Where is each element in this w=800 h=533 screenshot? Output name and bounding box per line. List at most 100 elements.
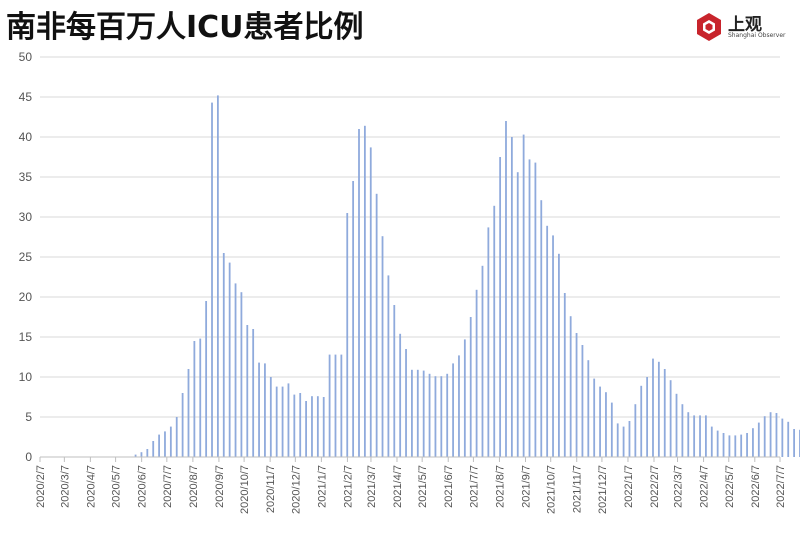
bar	[287, 383, 290, 457]
bar	[599, 386, 601, 457]
bar	[505, 121, 507, 457]
bar	[264, 363, 266, 457]
bar	[181, 393, 184, 457]
bar	[228, 262, 231, 457]
bar	[334, 354, 337, 457]
bar	[346, 213, 349, 457]
bar	[646, 377, 649, 457]
bar	[393, 305, 396, 457]
bar	[622, 426, 625, 457]
x-tick-label: 2022/1/7	[623, 465, 635, 508]
bar	[481, 265, 484, 457]
bar	[164, 431, 166, 457]
y-tick-label: 45	[19, 90, 33, 104]
bar	[593, 378, 596, 457]
bar	[381, 236, 384, 457]
bar	[546, 225, 549, 457]
bar	[322, 397, 325, 457]
bar	[540, 200, 543, 457]
y-tick-label: 15	[19, 330, 33, 344]
bar	[240, 292, 243, 457]
bar	[428, 373, 431, 457]
bar	[475, 289, 478, 457]
bar	[234, 283, 237, 457]
bar	[369, 147, 372, 457]
bar	[422, 370, 425, 457]
bar	[640, 385, 643, 457]
x-tick-label: 2022/3/7	[673, 465, 685, 508]
bar	[405, 349, 407, 457]
logo-subtitle: Shanghai Observer	[728, 32, 786, 39]
bar	[699, 415, 701, 457]
bar	[434, 376, 437, 457]
bar	[493, 205, 496, 457]
bar	[605, 392, 607, 457]
bar	[152, 441, 155, 457]
bar	[663, 369, 666, 457]
bar	[681, 404, 684, 457]
bar	[316, 396, 319, 457]
bar	[534, 162, 537, 457]
bar	[728, 435, 731, 457]
x-tick-label: 2021/6/7	[443, 465, 455, 508]
bar	[340, 354, 343, 457]
bar	[657, 361, 660, 457]
bar	[169, 426, 172, 457]
logo-mark-icon	[697, 13, 721, 41]
bar	[722, 433, 725, 457]
gridlines	[40, 56, 780, 418]
bar	[581, 345, 584, 457]
bar	[458, 355, 460, 457]
bar	[669, 380, 672, 457]
bar	[563, 293, 566, 457]
bar	[757, 422, 760, 457]
bar	[387, 275, 390, 457]
axes: 0 5 10 15 20 25 30 35 40 45 50 2020/2/7 2020/3/7 2020…	[19, 50, 787, 514]
x-tick-label: 2020/7/7	[162, 465, 174, 508]
bar	[769, 412, 772, 457]
x-tick-label: 2022/2/7	[649, 465, 661, 508]
x-tick-label: 2020/11/7	[265, 465, 277, 513]
bar	[440, 376, 443, 457]
y-tick-label: 25	[19, 250, 33, 264]
bar	[610, 402, 613, 457]
bar	[211, 102, 213, 457]
shanghai-observer-logo: 上观 Shanghai Observer	[694, 10, 790, 44]
bar	[687, 412, 690, 457]
bar	[652, 358, 654, 457]
bars	[134, 95, 800, 458]
x-tick-label: 2021/12/7	[597, 465, 609, 514]
y-tick-label: 50	[19, 50, 33, 64]
bar	[375, 193, 378, 458]
bar	[175, 417, 178, 457]
bar	[716, 430, 719, 457]
bar	[616, 423, 619, 457]
bar	[269, 377, 272, 457]
x-tick-label: 2021/3/7	[366, 465, 378, 508]
bar	[299, 393, 302, 457]
bar	[258, 362, 260, 457]
bar	[775, 413, 778, 457]
bar	[328, 354, 331, 457]
x-tick-label: 2020/4/7	[85, 465, 97, 508]
x-tick-label: 2020/8/7	[188, 465, 200, 508]
bar	[140, 452, 143, 457]
bar	[787, 421, 790, 457]
bar	[569, 316, 572, 457]
x-tick-label: 2020/3/7	[59, 465, 71, 508]
bar	[216, 95, 219, 458]
bar	[275, 386, 278, 457]
bar	[675, 393, 678, 457]
bar	[193, 341, 196, 457]
y-tick-label: 30	[19, 210, 33, 224]
bar	[158, 434, 160, 457]
x-tick-label: 2020/10/7	[239, 465, 251, 514]
x-tick-label: 2020/12/7	[290, 465, 302, 514]
bar	[693, 415, 696, 457]
x-tick-label: 2021/9/7	[520, 465, 532, 508]
bar	[311, 396, 313, 457]
bar	[416, 369, 419, 457]
bar	[146, 449, 149, 457]
bar	[710, 426, 713, 457]
